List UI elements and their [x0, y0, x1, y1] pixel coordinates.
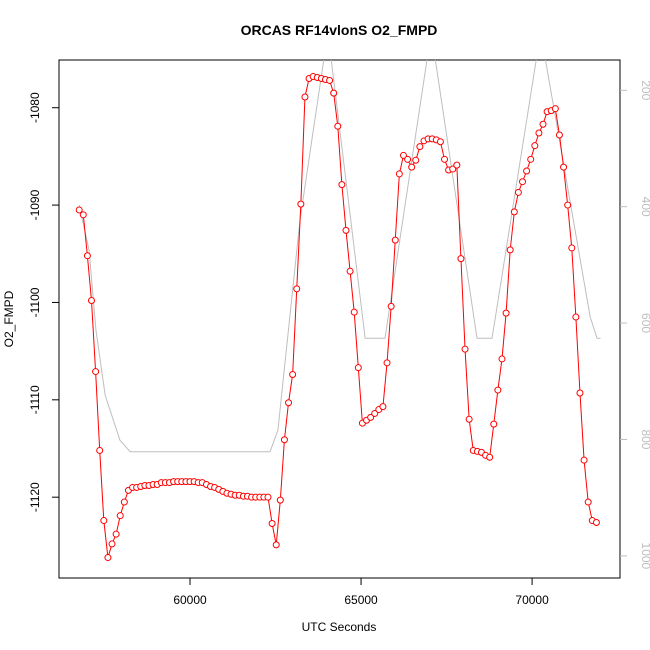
- axes: 60000 65000 70000 -1120 -1110 -1100 -1090 -1080…: [28, 80, 650, 607]
- data-point: [276, 496, 284, 504]
- data-point: [391, 236, 399, 244]
- data-point: [83, 252, 91, 260]
- x-axis-label: UTC Seconds: [302, 620, 377, 634]
- y-tick-label: -1080: [28, 92, 42, 123]
- data-point: [338, 181, 346, 189]
- data-point: [280, 436, 288, 444]
- chart-title: ORCAS RF14vlonS O2_FMPD: [241, 22, 438, 38]
- data-point: [367, 413, 375, 421]
- data-point: [293, 285, 301, 293]
- data-point: [112, 530, 120, 538]
- data-point: [408, 163, 416, 171]
- data-point: [399, 151, 407, 159]
- data-point: [116, 512, 124, 520]
- x-tick-label: 70000: [515, 593, 549, 607]
- data-point: [560, 163, 568, 171]
- data-point: [498, 355, 506, 363]
- data-point: [289, 371, 297, 378]
- data-point: [92, 368, 100, 376]
- y-tick-label: -1090: [28, 189, 42, 220]
- data-point: [268, 519, 276, 527]
- data-point: [580, 456, 588, 464]
- y2-tick-label: 600: [639, 313, 650, 333]
- data-point: [416, 143, 424, 151]
- data-point: [539, 120, 547, 128]
- data-point: [535, 129, 543, 137]
- data-point: [326, 76, 334, 84]
- data-point: [551, 105, 559, 113]
- data-point: [297, 200, 305, 208]
- y-tick-label: -1100: [28, 287, 42, 317]
- data-point: [334, 122, 342, 130]
- y2-tick-label: 800: [639, 429, 650, 449]
- data-point: [264, 493, 272, 501]
- y-axis-label: O2_FMPD: [2, 290, 16, 347]
- data-point: [449, 165, 457, 173]
- data-point: [592, 519, 600, 526]
- x-tick-label: 65000: [344, 593, 378, 607]
- data-point: [412, 156, 420, 164]
- data-point: [514, 188, 522, 196]
- data-point: [519, 178, 527, 186]
- data-point: [371, 409, 379, 417]
- data-point: [436, 138, 444, 146]
- data-point: [461, 345, 469, 353]
- data-point: [330, 89, 338, 97]
- data-point: [490, 420, 498, 428]
- y2-tick-label: 400: [639, 197, 650, 217]
- data-point: [568, 244, 576, 252]
- data-point: [584, 498, 592, 506]
- data-point: [527, 155, 535, 163]
- data-point: [502, 309, 510, 317]
- data-point: [576, 389, 584, 397]
- data-point: [494, 386, 502, 394]
- data-point: [75, 206, 83, 214]
- data-point: [87, 297, 95, 304]
- data-point: [506, 246, 514, 254]
- data-point: [564, 201, 572, 209]
- plot-frame: [58, 59, 621, 579]
- data-point: [272, 541, 280, 549]
- y2-line: [78, 60, 601, 453]
- data-point: [486, 453, 494, 461]
- data-point: [96, 446, 104, 454]
- data-point: [523, 167, 531, 175]
- data-point: [342, 226, 350, 234]
- y2-tick-label: 1000: [639, 543, 650, 570]
- data-point: [79, 211, 87, 219]
- plot-area: [75, 60, 601, 562]
- data-point: [572, 313, 580, 321]
- data-point: [346, 267, 354, 275]
- data-point: [457, 255, 465, 263]
- data-point: [555, 131, 563, 139]
- data-point: [100, 517, 108, 525]
- data-point: [285, 399, 293, 407]
- data-point: [465, 415, 473, 423]
- y-tick-label: -1120: [28, 482, 42, 512]
- data-point: [387, 302, 395, 310]
- data-point: [395, 170, 403, 178]
- data-point: [404, 155, 412, 163]
- data-point: [453, 161, 461, 169]
- data-point: [120, 498, 128, 506]
- data-point: [379, 403, 387, 411]
- data-point: [354, 364, 362, 372]
- x-tick-label: 60000: [173, 593, 207, 607]
- data-point: [510, 208, 518, 216]
- data-point: [383, 359, 391, 367]
- data-point: [531, 142, 539, 150]
- y-tick-label: -1110: [28, 385, 42, 414]
- data-point: [350, 308, 358, 316]
- data-point: [301, 93, 309, 101]
- data-point: [104, 554, 112, 562]
- y2-tick-label: 200: [639, 80, 650, 100]
- data-point: [441, 155, 449, 163]
- data-point: [108, 540, 116, 548]
